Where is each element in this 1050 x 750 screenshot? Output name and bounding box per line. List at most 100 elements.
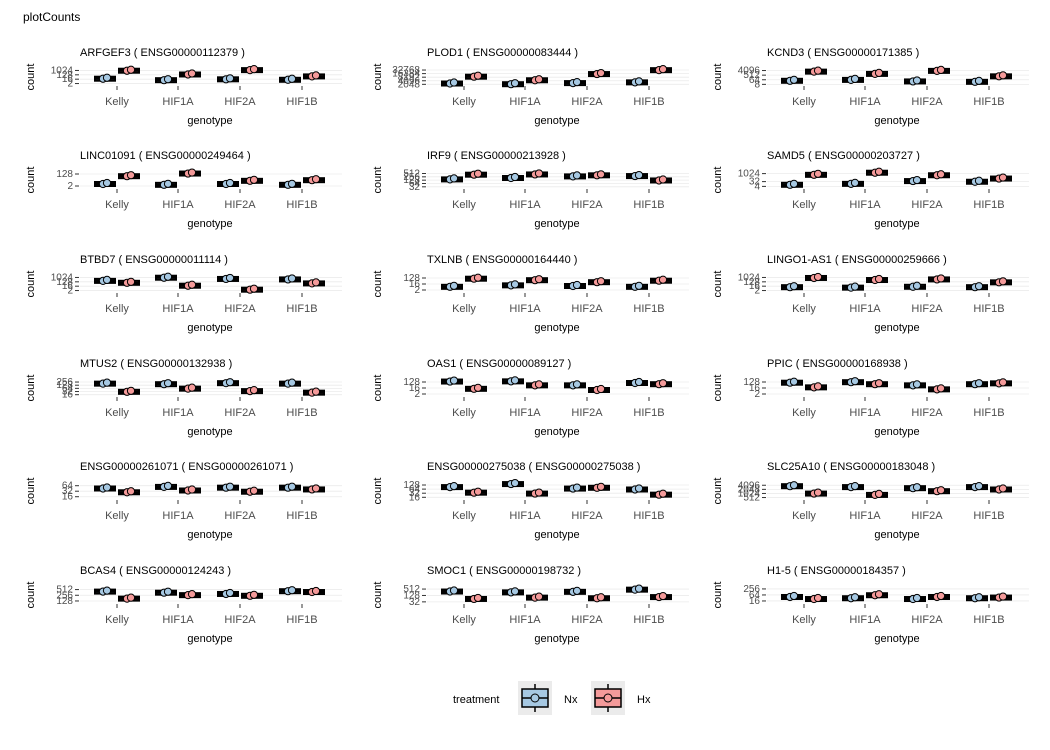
- data-point: [126, 171, 136, 180]
- x-tick-label: Kelly: [105, 96, 129, 108]
- y-tick-label: 2048: [738, 484, 761, 495]
- x-axis-label: genotype: [534, 322, 579, 334]
- panel-title: ARFGEF3 ( ENSG00000112379 ): [80, 47, 245, 59]
- data-point: [658, 275, 668, 284]
- data-point: [287, 74, 297, 83]
- data-point: [813, 66, 823, 75]
- y-tick-label: 64: [409, 178, 421, 189]
- x-tick-label: HIF1B: [973, 199, 1004, 211]
- data-point: [789, 591, 799, 601]
- data-point: [634, 281, 644, 290]
- data-point: [789, 179, 799, 188]
- x-tick-label: HIF2A: [571, 407, 603, 419]
- data-point: [249, 175, 259, 184]
- y-axis-label: count: [25, 271, 37, 298]
- data-point: [634, 377, 644, 387]
- data-point: [850, 178, 860, 187]
- data-point: [850, 481, 860, 491]
- y-tick-label: 2: [754, 286, 760, 297]
- y-axis-label: count: [372, 271, 384, 298]
- y-tick-label: 16: [749, 596, 761, 607]
- y-axis-label: count: [372, 478, 384, 505]
- data-point: [974, 176, 984, 185]
- x-axis-label: genotype: [874, 322, 919, 334]
- data-point: [187, 485, 197, 494]
- y-tick-label: 64: [62, 481, 74, 492]
- facet-panel: ENSG00000275038 ( ENSG00000275038 ) 12864…: [372, 461, 689, 541]
- y-tick-label: 128: [403, 273, 420, 284]
- data-point: [634, 584, 644, 593]
- y-tick-label: 128: [743, 277, 760, 288]
- panel-title: PPIC ( ENSG00000168938 ): [767, 358, 908, 370]
- y-tick-label: 128: [743, 377, 760, 388]
- data-point: [572, 483, 582, 492]
- data-point: [225, 178, 235, 188]
- data-point: [634, 484, 644, 493]
- y-tick-label: 16: [749, 383, 761, 394]
- data-point: [572, 78, 582, 87]
- data-point: [596, 68, 606, 78]
- data-point: [510, 587, 520, 596]
- x-tick-label: Kelly: [105, 614, 129, 626]
- data-point: [974, 76, 984, 85]
- y-tick-label: 32: [409, 488, 421, 499]
- y-axis-label: count: [25, 478, 37, 505]
- x-tick-label: HIF2A: [224, 510, 256, 522]
- data-point: [998, 484, 1008, 493]
- x-tick-label: Kelly: [792, 303, 816, 315]
- data-point: [187, 590, 197, 599]
- x-tick-label: HIF1B: [973, 614, 1004, 626]
- data-point: [596, 277, 606, 286]
- data-point: [287, 274, 297, 283]
- data-point: [789, 282, 799, 291]
- x-tick-label: HIF1A: [849, 303, 881, 315]
- x-tick-label: HIF2A: [571, 303, 603, 315]
- x-tick-label: HIF1A: [849, 96, 881, 108]
- x-axis-label: genotype: [534, 115, 579, 127]
- x-tick-label: HIF1B: [633, 614, 664, 626]
- y-tick-label: 256: [743, 584, 760, 595]
- x-tick-label: HIF1A: [162, 510, 194, 522]
- y-tick-label: 2048: [398, 79, 421, 90]
- data-point: [874, 590, 884, 599]
- data-point: [936, 591, 946, 601]
- panel-title: TXLNB ( ENSG00000164440 ): [427, 254, 577, 266]
- x-tick-label: Kelly: [105, 303, 129, 315]
- data-point: [473, 71, 483, 80]
- panel-title: BCAS4 ( ENSG00000124243 ): [80, 565, 231, 577]
- x-tick-label: HIF1B: [633, 303, 664, 315]
- data-point: [187, 383, 197, 392]
- data-point: [510, 280, 520, 289]
- x-axis-label: genotype: [187, 529, 232, 541]
- data-point: [473, 593, 483, 603]
- y-axis-label: count: [712, 64, 724, 91]
- x-tick-label: Kelly: [105, 407, 129, 419]
- data-point: [249, 386, 259, 395]
- data-point: [596, 482, 606, 491]
- panel-title: H1-5 ( ENSG00000184357 ): [767, 565, 906, 577]
- data-point: [912, 593, 922, 603]
- y-tick-label: 1024: [738, 488, 761, 499]
- data-point: [874, 379, 884, 388]
- data-point: [102, 275, 112, 284]
- data-point: [510, 79, 520, 88]
- y-tick-label: 256: [403, 172, 420, 183]
- x-tick-label: HIF1A: [162, 614, 194, 626]
- data-point: [287, 179, 297, 188]
- data-point: [287, 378, 297, 387]
- y-tick-label: 2: [754, 389, 760, 400]
- x-tick-label: HIF1A: [162, 407, 194, 419]
- x-tick-label: HIF2A: [911, 199, 943, 211]
- x-tick-label: Kelly: [792, 407, 816, 419]
- panel-title: ENSG00000261071 ( ENSG00000261071 ): [80, 461, 293, 473]
- data-point: [572, 380, 582, 389]
- y-tick-label: 16: [409, 492, 421, 503]
- panel-title: OAS1 ( ENSG00000089127 ): [427, 358, 571, 370]
- data-point: [102, 178, 112, 188]
- data-point: [449, 78, 459, 87]
- y-tick-label: 32: [409, 597, 421, 608]
- data-point: [534, 592, 544, 601]
- data-point: [163, 379, 173, 388]
